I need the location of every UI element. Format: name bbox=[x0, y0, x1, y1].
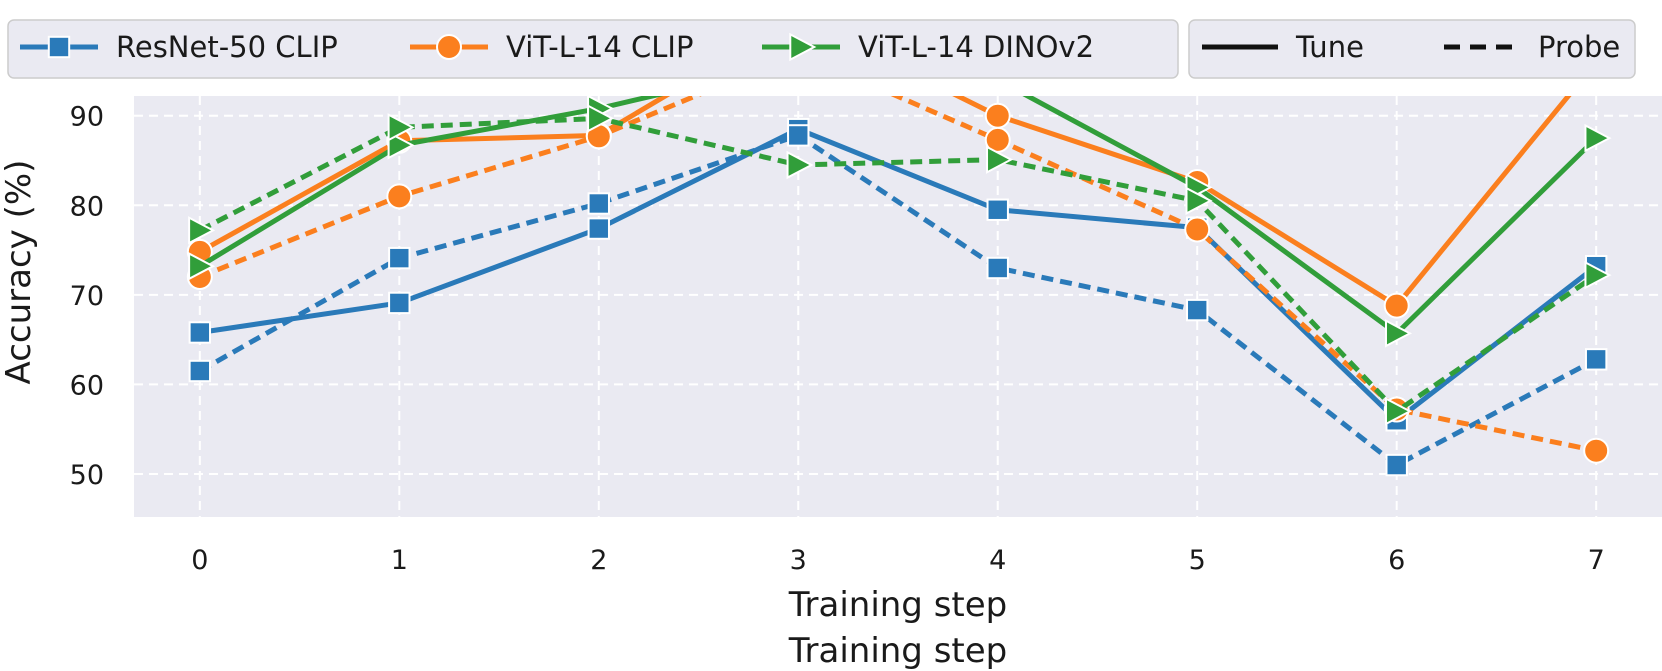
y-tick-label: 90 bbox=[70, 102, 104, 133]
data-point bbox=[1185, 186, 1213, 216]
data-point bbox=[386, 183, 413, 210]
x-tick-label: 1 bbox=[391, 545, 408, 576]
y-axis-title: Accuracy (%) bbox=[0, 160, 39, 385]
data-point bbox=[1583, 437, 1610, 464]
data-point bbox=[1385, 453, 1408, 477]
legend-label: ResNet-50 CLIP bbox=[116, 30, 338, 64]
legend-item-resnet-50-clip: ResNet-50 CLIP bbox=[20, 30, 338, 64]
data-point bbox=[1584, 123, 1612, 153]
legend-label: Probe bbox=[1538, 30, 1620, 64]
legend-styles: Tune Probe bbox=[1188, 19, 1636, 79]
data-point bbox=[387, 113, 415, 142]
data-point bbox=[188, 251, 216, 281]
data-point bbox=[188, 359, 212, 383]
legend-item-tune: Tune bbox=[1202, 30, 1364, 64]
legend-models: ResNet-50 CLIP ViT-L-14 CLIP ViT-L-14 DINO… bbox=[7, 19, 1179, 79]
data-point bbox=[986, 256, 1009, 280]
data-point bbox=[786, 150, 814, 180]
data-point bbox=[1383, 292, 1410, 319]
series-line bbox=[198, 132, 1598, 468]
x-tick-label: 5 bbox=[1189, 545, 1206, 576]
x-tick-label: 2 bbox=[590, 545, 607, 576]
data-point bbox=[1384, 319, 1413, 348]
data-point bbox=[1584, 260, 1612, 290]
legend-styles-frame bbox=[1188, 19, 1636, 79]
data-point bbox=[1384, 397, 1413, 426]
data-point bbox=[1584, 348, 1608, 371]
y-tick-label: 80 bbox=[70, 191, 104, 222]
series-vit-l-14-dinov2-probe bbox=[188, 104, 1612, 426]
legend-marker bbox=[436, 34, 462, 60]
x-tick-label: 0 bbox=[191, 545, 208, 576]
x-tick-label: 3 bbox=[790, 545, 807, 576]
series-resnet-50-clip-probe bbox=[188, 124, 1608, 477]
legend-label: Tune bbox=[1295, 30, 1364, 64]
series-line bbox=[199, 126, 1598, 423]
data-point bbox=[388, 291, 411, 315]
y-tick-label: 60 bbox=[70, 370, 104, 401]
x-tick-label: 6 bbox=[1388, 545, 1405, 576]
y-tick-label: 50 bbox=[70, 460, 104, 491]
data-point bbox=[587, 104, 615, 133]
data-point bbox=[986, 198, 1009, 221]
legend-marker bbox=[47, 35, 71, 59]
y-tick-label: 70 bbox=[70, 281, 104, 312]
data-point bbox=[787, 124, 810, 147]
data-point bbox=[188, 321, 212, 344]
data-point bbox=[587, 192, 610, 215]
data-point bbox=[387, 131, 415, 160]
x-axis-title-secondary: Training step bbox=[788, 631, 1008, 671]
data-point bbox=[188, 216, 216, 245]
legend-label: ViT-L-14 CLIP bbox=[506, 30, 693, 64]
series-line bbox=[198, 96, 1598, 336]
legend-item-vit-l-14-dinov2: ViT-L-14 DINOv2 bbox=[762, 30, 1094, 64]
legend-marker bbox=[789, 32, 817, 62]
legend-item-probe: Probe bbox=[1444, 30, 1620, 64]
legend-models-frame bbox=[7, 19, 1179, 79]
x-tick-labels: 0 1 2 3 4 5 6 7 bbox=[191, 545, 1605, 576]
x-axis-title: Training step bbox=[788, 585, 1008, 625]
legend-label: ViT-L-14 DINOv2 bbox=[858, 30, 1094, 64]
y-tick-labels: 50 60 70 80 90 bbox=[70, 102, 104, 491]
data-point bbox=[986, 145, 1014, 174]
data-point bbox=[587, 217, 610, 240]
x-tick-label: 4 bbox=[989, 545, 1006, 576]
legend-item-vit-l-14-clip: ViT-L-14 CLIP bbox=[410, 30, 693, 64]
x-tick-label: 7 bbox=[1588, 545, 1605, 576]
series-layer bbox=[186, 96, 1612, 477]
data-point bbox=[388, 246, 411, 270]
data-point bbox=[1186, 298, 1209, 322]
data-point bbox=[984, 102, 1011, 129]
data-point bbox=[1184, 216, 1211, 243]
series-line bbox=[198, 115, 1598, 414]
